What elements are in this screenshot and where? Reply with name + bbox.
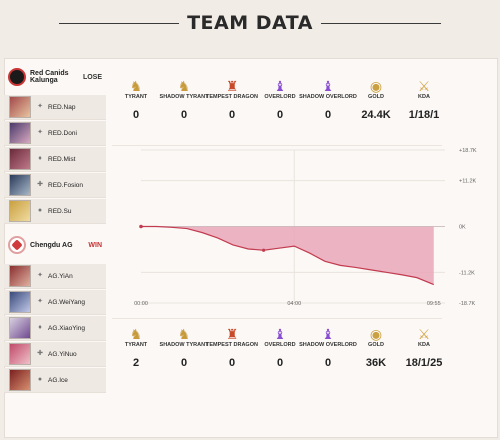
roster-column: Red Canids Kalunga LOSE ✦ RED.Nap ✦ RED.…: [4, 58, 106, 394]
divider: [112, 145, 442, 146]
shadow-tyrant-icon: ♞: [177, 326, 191, 342]
stat-gold: ◉ GOLD 24.4K: [346, 78, 406, 121]
player-name: RED.Fosion: [48, 181, 84, 189]
gold-coin-icon: ◉: [369, 326, 383, 342]
tempest-dragon-icon: ♜: [225, 326, 239, 342]
result-badge: LOSE: [82, 73, 102, 81]
player-row[interactable]: ● AG.Ice: [4, 368, 106, 393]
stat-tyrant: ♞ TYRANT 0: [106, 78, 166, 121]
tyrant-icon: ♞: [129, 326, 143, 342]
hero-avatar: [9, 291, 31, 313]
sword-icon: ⚔: [417, 78, 431, 94]
hero-avatar: [9, 265, 31, 287]
player-row[interactable]: ♦ RED.Mist: [4, 147, 106, 172]
red-canids-logo-icon: [8, 68, 26, 86]
hero-avatar: [9, 369, 31, 391]
player-row[interactable]: ✚ AG.YiNuo: [4, 342, 106, 367]
hero-avatar: [9, 174, 31, 196]
result-badge: WIN: [88, 241, 102, 249]
hero-avatar: [9, 148, 31, 170]
hero-avatar: [9, 96, 31, 118]
page-title: TEAM DATA: [187, 12, 313, 34]
stat-tempest-dragon: ♜ TEMPEST DRAGON 0: [202, 326, 262, 369]
player-name: RED.Doni: [48, 129, 77, 137]
player-name: AG.XiaoYing: [48, 324, 85, 332]
hero-avatar: [9, 200, 31, 222]
player-name: AG.Ice: [48, 376, 68, 384]
hero-avatar: [9, 122, 31, 144]
player-row[interactable]: ✚ RED.Fosion: [4, 173, 106, 198]
stat-kda: ⚔ KDA 18/1/25: [394, 326, 454, 369]
player-row[interactable]: ● RED.Su: [4, 199, 106, 224]
player-name: RED.Nap: [48, 103, 76, 111]
player-name: AG.WeiYang: [48, 298, 85, 306]
overlord-icon: ♝: [273, 78, 287, 94]
tyrant-icon: ♞: [129, 78, 143, 94]
role-icon: ●: [37, 207, 43, 214]
player-name: AG.YiNuo: [48, 350, 77, 358]
overlord-icon: ♝: [273, 326, 287, 342]
role-icon: ✦: [37, 129, 43, 136]
stat-shadow-overlord: ♝ SHADOW OVERLORD 0: [299, 78, 357, 121]
stat-shadow-tyrant: ♞ SHADOW TYRANT 0: [154, 78, 214, 121]
role-icon: ✚: [37, 350, 43, 357]
team-header-ag[interactable]: Chengdu AG WIN: [4, 230, 106, 260]
stat-shadow-overlord: ♝ SHADOW OVERLORD 0: [299, 326, 357, 369]
role-icon: ♦: [38, 155, 42, 162]
role-icon: ●: [37, 376, 43, 383]
title-line-left: [59, 22, 180, 24]
player-name: AG.YiAn: [48, 272, 73, 280]
player-row[interactable]: ♦ AG.XiaoYing: [4, 316, 106, 341]
player-row[interactable]: ✦ AG.YiAn: [4, 264, 106, 289]
shadow-overlord-icon: ♝: [321, 78, 335, 94]
title-bar: TEAM DATA: [0, 0, 500, 46]
team-name: Red Canids Kalunga: [30, 70, 69, 84]
shadow-overlord-icon: ♝: [321, 326, 335, 342]
player-name: RED.Mist: [48, 155, 76, 163]
role-icon: ✦: [37, 272, 43, 279]
sword-icon: ⚔: [417, 326, 431, 342]
team-name: Chengdu AG: [30, 241, 73, 249]
tempest-dragon-icon: ♜: [225, 78, 239, 94]
player-row[interactable]: ✦ RED.Doni: [4, 121, 106, 146]
player-row[interactable]: ✦ RED.Nap: [4, 95, 106, 120]
stat-kda: ⚔ KDA 1/18/1: [394, 78, 454, 121]
stat-overlord: ♝ OVERLORD 0: [250, 78, 310, 121]
team-header-red[interactable]: Red Canids Kalunga LOSE: [4, 62, 106, 92]
gold-coin-icon: ◉: [369, 78, 383, 94]
stat-tyrant: ♞ TYRANT 2: [106, 326, 166, 369]
role-icon: ✚: [37, 181, 43, 188]
role-icon: ✦: [37, 298, 43, 305]
role-icon: ♦: [38, 324, 42, 331]
role-icon: ✦: [37, 103, 43, 110]
chengdu-ag-logo-icon: [8, 236, 26, 254]
stat-tempest-dragon: ♜ TEMPEST DRAGON 0: [202, 78, 262, 121]
hero-avatar: [9, 343, 31, 365]
stat-overlord: ♝ OVERLORD 0: [250, 326, 310, 369]
stat-gold: ◉ GOLD 36K: [346, 326, 406, 369]
player-row[interactable]: ✦ AG.WeiYang: [4, 290, 106, 315]
player-name: RED.Su: [48, 207, 72, 215]
stat-shadow-tyrant: ♞ SHADOW TYRANT 0: [154, 326, 214, 369]
hero-avatar: [9, 317, 31, 339]
shadow-tyrant-icon: ♞: [177, 78, 191, 94]
title-line-right: [320, 22, 441, 24]
divider: [112, 318, 442, 319]
